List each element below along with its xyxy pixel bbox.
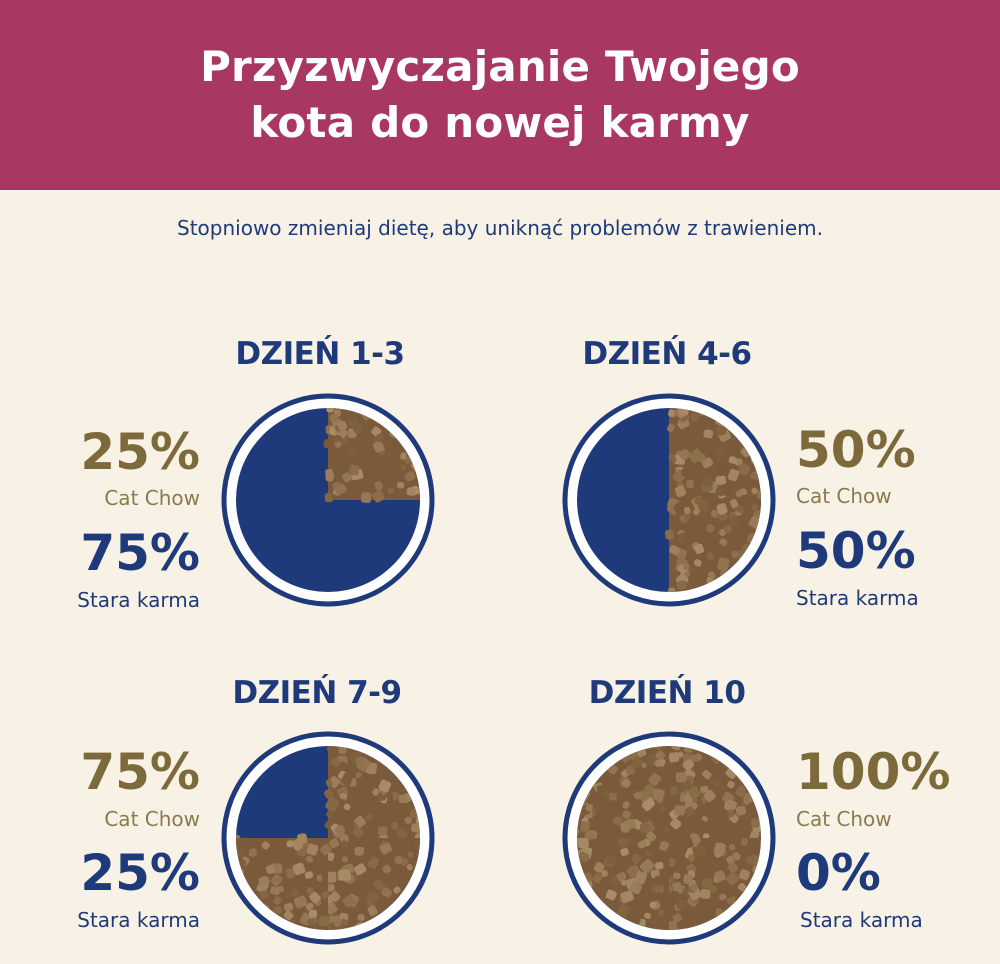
stage-2-old-label: Stara karma [796,586,919,610]
stage-1-new-pct: 25% [80,423,200,481]
stage-2-old-pct: 50% [796,522,916,580]
stage-4-new-pct: 100% [796,743,951,801]
stage-2-new-label: Cat Chow [796,484,892,508]
stage-4-old-label: Stara karma [800,908,923,932]
stage-4-new-label: Cat Chow [796,807,892,831]
title-line-2: kota do nowej karmy [250,98,750,147]
stage-2-day: DZIEŃ 4-6 [582,336,752,372]
stage-1-pie [218,390,438,610]
stage-3-old-pct: 25% [80,844,200,902]
stage-4-day: DZIEŃ 10 [588,675,746,711]
stage-1-new-label: Cat Chow [104,486,200,510]
stage-3-day: DZIEŃ 7-9 [232,675,402,711]
stage-1-old-pct: 75% [80,524,200,582]
stage-4-old-pct: 0% [796,844,881,902]
title-line-1: Przyzwyczajanie Twojego [200,42,800,91]
stage-1-day: DZIEŃ 1-3 [235,336,405,372]
subtitle: Stopniowo zmieniaj dietę, aby uniknąć pr… [177,216,823,240]
stage-2-new-pct: 50% [796,421,916,479]
stage-1-old-label: Stara karma [77,588,200,612]
stage-3-pie [218,728,438,948]
stage-3-new-pct: 75% [80,743,200,801]
header-banner: Przyzwyczajanie Twojego kota do nowej ka… [0,0,1000,190]
stage-4-pie [559,728,779,948]
stage-2-pie [559,390,779,610]
stage-3-old-label: Stara karma [77,908,200,932]
stage-3-new-label: Cat Chow [104,807,200,831]
